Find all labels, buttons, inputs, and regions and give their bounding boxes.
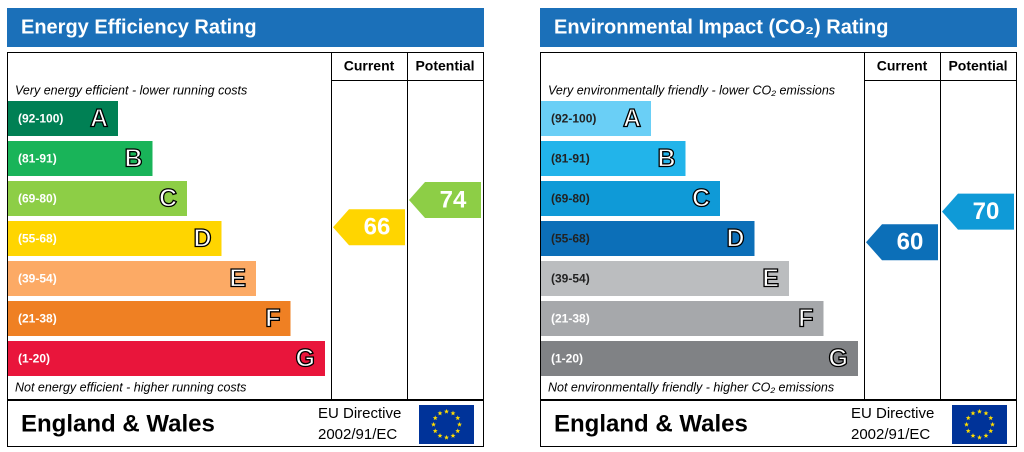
rating-arrow (942, 193, 1014, 230)
band-range: (21-38) (18, 312, 57, 326)
rating-panel: Environmental Impact (CO₂) Rating Current… (540, 8, 1017, 447)
eu-star (970, 410, 976, 416)
rating-value: 66 (364, 214, 391, 241)
band-range: (81-91) (18, 152, 57, 166)
band-letter: B (657, 145, 675, 173)
band-letter: D (193, 225, 211, 253)
region: England & Wales (21, 410, 215, 437)
band-bar (541, 181, 720, 216)
band-range: (1-20) (551, 352, 583, 366)
eu-star (431, 421, 436, 427)
column-header: Potential (415, 58, 474, 74)
eu-star (457, 421, 462, 427)
band-range: (81-91) (551, 152, 590, 166)
rating-arrow (333, 209, 405, 246)
eu-star (455, 415, 461, 421)
region: England & Wales (554, 410, 748, 437)
rating-arrow (866, 224, 938, 261)
title-bar (7, 8, 484, 47)
band-range: (21-38) (551, 312, 590, 326)
eu-star (432, 415, 438, 421)
eu-star (977, 408, 982, 414)
eu-star (965, 415, 971, 421)
column-header: Potential (948, 58, 1007, 74)
band-letter: F (265, 305, 280, 333)
band-range: (55-68) (18, 232, 57, 246)
bottom-note: Not energy efficient - higher running co… (15, 380, 246, 394)
directive-line: EU Directive (851, 405, 934, 422)
rating-value: 60 (897, 229, 924, 256)
band-letter: E (229, 265, 246, 293)
band-bar (8, 301, 291, 336)
band-bar (8, 341, 325, 376)
eu-star (983, 433, 989, 438)
eu-star (455, 428, 461, 434)
column-header: Current (344, 58, 395, 74)
directive-line: 2002/91/EC (851, 426, 930, 443)
eu-star (970, 433, 976, 438)
footer-frame (7, 400, 484, 447)
rating-panel: Energy Efficiency Rating Current Potential… (7, 8, 484, 447)
band-letter: A (623, 105, 641, 133)
band-range: (39-54) (18, 272, 57, 286)
band-bar (8, 221, 222, 256)
band-bar (8, 181, 187, 216)
band-bar (8, 101, 118, 136)
band-bar (541, 301, 824, 336)
rating-value: 74 (440, 186, 467, 213)
band-bar (8, 261, 256, 296)
band-range: (1-20) (18, 352, 50, 366)
band-letter: F (798, 305, 813, 333)
eu-star (988, 415, 994, 421)
column-header: Current (877, 58, 928, 74)
bottom-note: Not environmentally friendly - higher CO… (548, 380, 834, 394)
band-letter: C (692, 185, 710, 213)
eu-star (450, 433, 456, 438)
band-range: (92-100) (551, 112, 596, 126)
band-bar (541, 261, 789, 296)
directive-line: 2002/91/EC (318, 426, 397, 443)
band-letter: G (829, 345, 848, 373)
eu-star (450, 410, 456, 416)
eu-star (444, 434, 449, 440)
top-note: Very environmentally friendly - lower CO… (548, 83, 835, 97)
eu-star (964, 421, 969, 427)
band-bar (541, 341, 858, 376)
band-bar (541, 141, 686, 176)
eu-star (444, 408, 449, 414)
eu-star (437, 410, 443, 416)
band-letter: G (296, 345, 315, 373)
band-range: (55-68) (551, 232, 590, 246)
eu-star (437, 433, 443, 438)
eu-star (432, 428, 438, 434)
band-range: (92-100) (18, 112, 63, 126)
eu-star (990, 421, 995, 427)
band-range: (69-80) (18, 192, 57, 206)
band-bar (541, 101, 651, 136)
eu-star (965, 428, 971, 434)
band-letter: D (726, 225, 744, 253)
band-letter: A (90, 105, 108, 133)
rating-arrow (409, 181, 481, 218)
panel-title: Environmental Impact (CO₂) Rating (554, 16, 888, 38)
band-bar (541, 221, 755, 256)
eu-star (983, 410, 989, 416)
top-note: Very energy efficient - lower running co… (15, 83, 247, 97)
band-range: (39-54) (551, 272, 590, 286)
eu-star (988, 428, 994, 434)
band-letter: E (762, 265, 779, 293)
band-letter: C (159, 185, 177, 213)
directive-line: EU Directive (318, 405, 401, 422)
rating-value: 70 (973, 198, 1000, 225)
band-range: (69-80) (551, 192, 590, 206)
title-bar (540, 8, 1017, 47)
band-bar (8, 141, 153, 176)
band-letter: B (124, 145, 142, 173)
eu-star (977, 434, 982, 440)
panel-title: Energy Efficiency Rating (21, 16, 257, 38)
footer-frame (540, 400, 1017, 447)
